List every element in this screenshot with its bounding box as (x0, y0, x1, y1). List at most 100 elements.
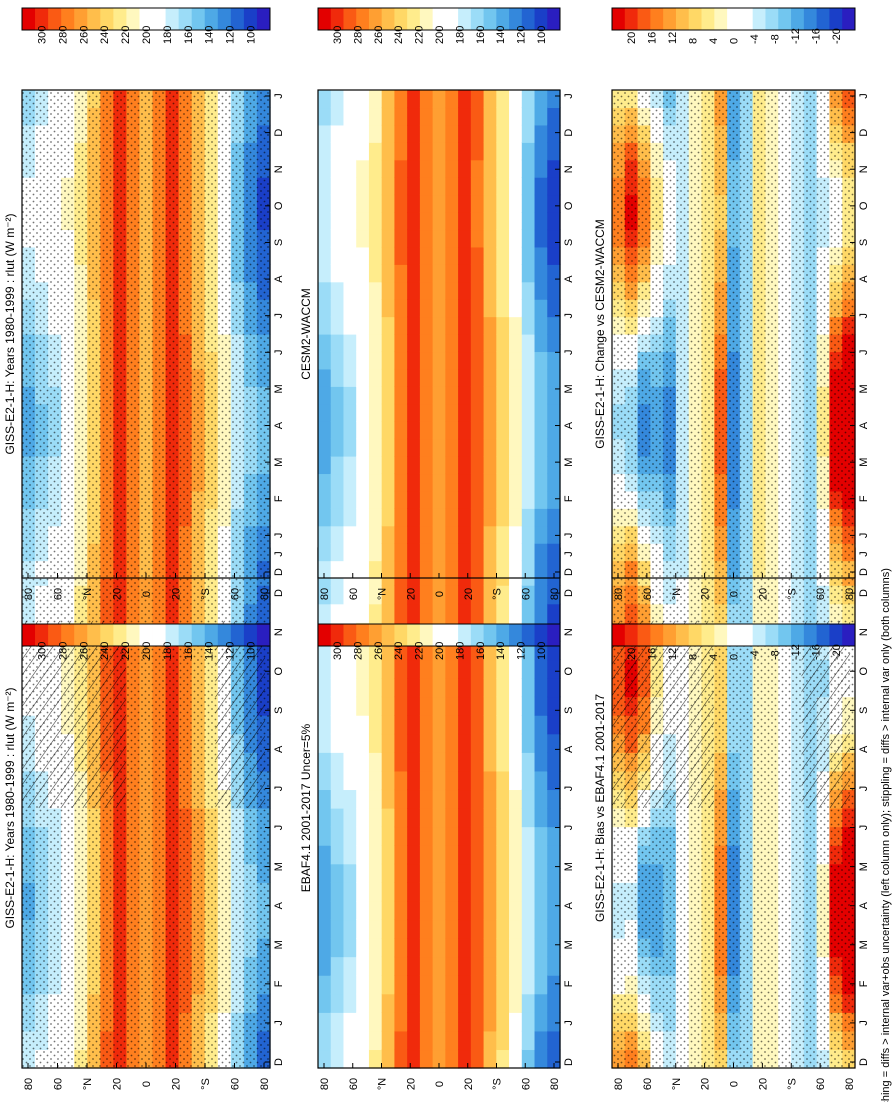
heatmap-cell (445, 159, 459, 178)
heatmap-cell (445, 107, 459, 126)
heatmap-cell (419, 993, 434, 1013)
colorbar-swatch (204, 624, 219, 646)
heatmap-cell (368, 473, 383, 492)
heatmap-cell (496, 560, 510, 579)
heatmap-cell (407, 229, 421, 248)
heatmap-cell (470, 808, 485, 828)
heatmap-cell (381, 229, 396, 248)
heatmap-cell (521, 919, 536, 939)
heatmap-cell (394, 334, 408, 353)
panel-6: 80 60 °N 20 0 20 °S 60 80DJFMAMJJASONDJGISS-E2-1… (593, 89, 870, 600)
colorbar-label: 100 (245, 642, 257, 660)
heatmap-cell (419, 845, 434, 865)
heatmap-cell (470, 845, 485, 865)
heatmap-cell (521, 975, 536, 995)
colorbar-label: 4 (708, 654, 720, 660)
heatmap-cell (318, 826, 332, 846)
heatmap-cell (547, 715, 561, 735)
colorbar-label: 220 (120, 26, 132, 44)
heatmap-cell (483, 845, 497, 865)
heatmap-cell (356, 975, 370, 995)
colorbar-label: 12 (667, 32, 679, 44)
heatmap-cell (483, 386, 497, 405)
heatmap-cell (368, 368, 383, 387)
colorbar-swatch (791, 624, 805, 646)
colorbar-swatch (803, 8, 818, 30)
heatmap-cell (407, 845, 421, 865)
heatmap-cell (470, 473, 485, 492)
heatmap-cell (445, 508, 459, 527)
heatmap-cell (368, 142, 383, 161)
heatmap-cell (470, 456, 485, 475)
heatmap-cell (381, 560, 396, 579)
heatmap-cell (470, 194, 485, 213)
colorbar-label: 16 (647, 648, 659, 660)
heatmap-cell (407, 316, 421, 335)
heatmap-cell (330, 1012, 345, 1032)
heatmap-cell (368, 659, 383, 679)
heatmap-cell (534, 882, 548, 902)
heatmap-cell (394, 808, 408, 828)
heatmap-cell (356, 107, 370, 126)
colorbar-label: 8 (688, 654, 700, 660)
month-tick-label: D (563, 129, 575, 137)
heatmap-cell (547, 90, 561, 109)
heatmap-cell (407, 956, 421, 976)
heatmap-cell (432, 212, 446, 231)
month-tick-label: A (273, 421, 285, 429)
heatmap-cell (368, 678, 383, 698)
colorbar-swatch (637, 624, 651, 646)
heatmap-cell (343, 938, 357, 958)
heatmap-cell (394, 438, 408, 457)
heatmap-cell (483, 900, 497, 921)
colorbar-label: 140 (204, 642, 216, 660)
colorbar-label: 300 (37, 642, 49, 660)
heatmap-cell (547, 142, 561, 161)
heatmap-cell (330, 863, 345, 883)
colorbar-swatch (191, 624, 206, 646)
heatmap-cell (330, 975, 345, 995)
colorbar-label: 140 (495, 642, 507, 660)
heatmap-cell (381, 789, 396, 809)
heatmap-cell (318, 107, 332, 126)
colorbar-3: 20 16 12 8 4 0 -4 -8 -12 -16 -20 (611, 7, 856, 44)
month-tick-label: A (273, 275, 285, 283)
heatmap-cell (407, 1049, 421, 1069)
month-tick-label: O (563, 201, 575, 210)
heatmap-cell (394, 177, 408, 196)
heatmap-cell (534, 919, 548, 939)
heatmap-cell (381, 715, 396, 735)
heatmap-cell (318, 299, 332, 318)
colorbar-swatch (178, 8, 193, 30)
heatmap-cell (432, 715, 446, 735)
colorbar-swatch (778, 8, 792, 30)
heatmap-cell (432, 956, 446, 976)
heatmap-cell (445, 956, 459, 976)
heatmap-cell (496, 956, 510, 976)
heatmap-cell (509, 421, 523, 440)
heatmap-cell (356, 560, 370, 579)
colorbar-2: 300 280 260 240 220 200 180 160 140 120 100 (317, 7, 561, 44)
heatmap-cell (318, 124, 332, 143)
heatmap-cell (458, 525, 472, 544)
heatmap-cell (521, 882, 536, 902)
colorbar-label: 120 (516, 26, 528, 44)
heatmap-cell (458, 845, 472, 865)
heatmap-cell (445, 299, 459, 318)
heatmap-cell (432, 351, 446, 370)
heatmap-cell (394, 316, 408, 335)
heatmap-cell (458, 194, 472, 213)
colorbar-swatch (126, 624, 140, 646)
heatmap-cell (483, 789, 497, 809)
heatmap-cell (483, 585, 497, 605)
heatmap-cell (432, 938, 446, 958)
heatmap-cell (394, 90, 408, 109)
heatmap-cell (419, 159, 434, 178)
heatmap-cell (330, 919, 345, 939)
heatmap-cell (547, 770, 561, 791)
colorbar-swatch (74, 624, 88, 646)
colorbar-swatch (509, 8, 523, 30)
heatmap-cell (470, 543, 485, 562)
heatmap-cell (445, 1049, 459, 1069)
colorbar-label: 140 (495, 26, 507, 44)
